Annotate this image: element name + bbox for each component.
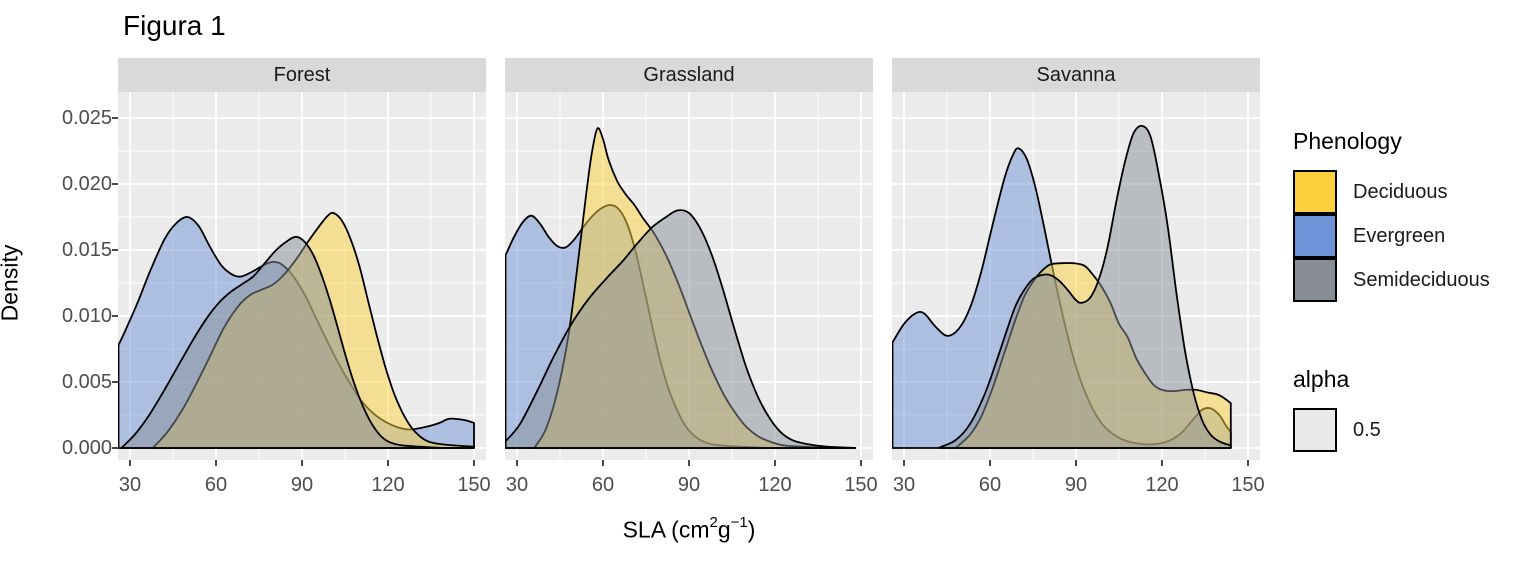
legend-title-alpha: alpha: [1293, 366, 1350, 392]
y-tick-label: 0.020: [61, 173, 112, 195]
legend-key-deciduous: Deciduous: [1293, 170, 1448, 214]
alpha-swatch: [1293, 408, 1337, 452]
x-axis-title-superscript: −1: [730, 514, 748, 531]
x-tick-label: 150: [1231, 474, 1265, 496]
x-tick-label: 60: [204, 474, 228, 496]
x-axis-title: SLA (cm2g−1): [118, 514, 1260, 544]
facet-strip-savanna: Savanna: [892, 58, 1260, 92]
x-tick-label: 90: [1064, 474, 1088, 496]
density-panel-grassland: [505, 92, 873, 466]
legend-key-semideciduous: Semideciduous: [1293, 258, 1490, 302]
density-area-semideciduous-forest: [120, 235, 475, 449]
x-tick-label: 120: [1145, 474, 1179, 496]
x-tick-label: 30: [118, 474, 142, 496]
density-area-semideciduous-savanna: [937, 124, 1232, 449]
x-tick-label: 30: [505, 474, 529, 496]
x-tick-label: 60: [591, 474, 615, 496]
x-axis-title-text: g: [717, 516, 731, 543]
density-panel-forest: [118, 92, 486, 466]
deciduous-swatch: [1293, 170, 1337, 214]
x-tick-label: 90: [290, 474, 314, 496]
legend-key-alpha: 0.5: [1293, 408, 1381, 452]
figure-title: Figura 1: [123, 10, 226, 41]
x-tick-label: 150: [844, 474, 878, 496]
legend-title-phenology: Phenology: [1293, 128, 1402, 154]
y-tick-label: 0.010: [61, 305, 112, 327]
y-tick-label: 0.015: [61, 239, 112, 261]
y-tick-label: 0.005: [61, 371, 112, 393]
density-panel-savanna: [892, 92, 1260, 466]
y-tick-label: 0.025: [61, 107, 112, 129]
legend-label-evergreen: Evergreen: [1353, 224, 1446, 247]
x-tick-label: 120: [758, 474, 792, 496]
legend-label-semideciduous: Semideciduous: [1353, 268, 1490, 291]
y-axis-tick-marks: [112, 117, 118, 449]
y-tick-label: 0.000: [61, 437, 112, 459]
legend-label-alpha: 0.5: [1353, 418, 1381, 441]
x-tick-label: 30: [892, 474, 916, 496]
y-axis-title-text: Density: [0, 244, 23, 322]
legend-label-deciduous: Deciduous: [1353, 180, 1448, 203]
x-axis-title-text: ): [747, 516, 756, 543]
facet-strip-forest: Forest: [118, 58, 486, 92]
density-area-semideciduous-grassland: [505, 209, 857, 449]
evergreen-swatch: [1293, 214, 1337, 258]
x-axis-title-text: SLA (cm: [622, 516, 710, 543]
x-tick-label: 150: [457, 474, 491, 496]
facet-strip-grassland: Grassland: [505, 58, 873, 92]
x-tick-label: 120: [371, 474, 405, 496]
semideciduous-swatch: [1293, 258, 1337, 302]
x-axis-title-superscript: 2: [709, 514, 718, 531]
x-tick-label: 90: [677, 474, 701, 496]
x-tick-label: 60: [978, 474, 1002, 496]
legend-key-evergreen: Evergreen: [1293, 214, 1445, 258]
